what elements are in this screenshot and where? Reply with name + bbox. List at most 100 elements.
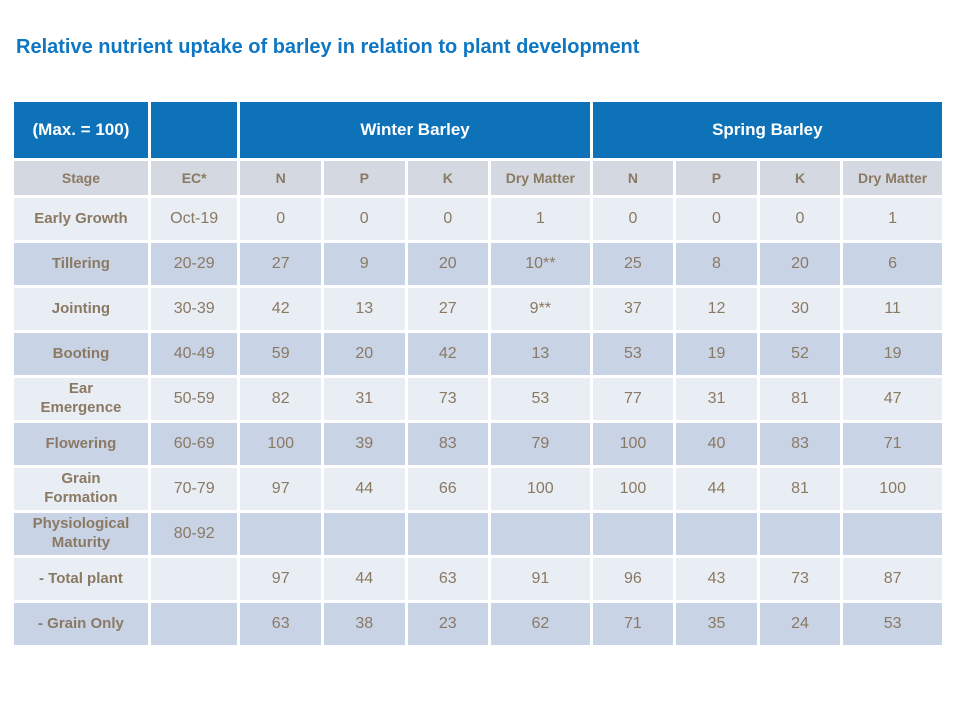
value-cell: 59	[240, 333, 321, 375]
value-cell: 31	[676, 378, 757, 420]
value-cell	[676, 513, 757, 555]
group-header-row: (Max. = 100) Winter Barley Spring Barley	[14, 102, 942, 158]
value-cell: 31	[323, 378, 405, 420]
table-row: Physiological Maturity 80-92	[14, 513, 942, 555]
stage-cell: Grain Formation	[14, 468, 148, 510]
page-title: Relative nutrient uptake of barley in re…	[16, 36, 640, 58]
value-cell	[759, 513, 841, 555]
value-cell: 87	[843, 558, 942, 600]
value-cell	[240, 513, 321, 555]
value-cell: 11	[843, 288, 942, 330]
value-cell: 0	[592, 198, 674, 240]
value-cell: 0	[407, 198, 489, 240]
value-cell: 63	[407, 558, 489, 600]
value-cell: 44	[323, 558, 405, 600]
value-cell: 20	[759, 243, 841, 285]
ec-cell	[150, 603, 238, 645]
value-cell: 19	[843, 333, 942, 375]
value-cell: 42	[407, 333, 489, 375]
value-cell: 9**	[491, 288, 590, 330]
table-row: Booting 40-49 59 20 42 13 53 19 52 19	[14, 333, 942, 375]
value-cell: 73	[407, 378, 489, 420]
value-cell: 53	[843, 603, 942, 645]
value-cell: 66	[407, 468, 489, 510]
value-cell: 91	[491, 558, 590, 600]
col-header-p: P	[323, 161, 405, 195]
value-cell: 39	[323, 423, 405, 465]
ec-cell: 60-69	[150, 423, 238, 465]
value-cell: 1	[843, 198, 942, 240]
value-cell: 10**	[491, 243, 590, 285]
table-row: - Grain Only 63 38 23 62 71 35 24 53	[14, 603, 942, 645]
col-header-dry-matter: Dry Matter	[843, 161, 942, 195]
value-cell: 0	[240, 198, 321, 240]
value-cell: 97	[240, 558, 321, 600]
value-cell: 12	[676, 288, 757, 330]
value-cell: 82	[240, 378, 321, 420]
value-cell: 100	[592, 468, 674, 510]
value-cell: 62	[491, 603, 590, 645]
value-cell: 0	[323, 198, 405, 240]
stage-cell: Booting	[14, 333, 148, 375]
stage-cell: - Total plant	[14, 558, 148, 600]
column-header-row: Stage EC* N P K Dry Matter N P K Dry Matter	[14, 161, 942, 195]
value-cell: 9	[323, 243, 405, 285]
stage-cell: Tillering	[14, 243, 148, 285]
value-cell: 13	[323, 288, 405, 330]
value-cell: 6	[843, 243, 942, 285]
value-cell: 97	[240, 468, 321, 510]
stage-cell: - Grain Only	[14, 603, 148, 645]
stage-cell: Physiological Maturity	[14, 513, 148, 555]
col-header-k: K	[407, 161, 489, 195]
value-cell: 83	[407, 423, 489, 465]
stage-cell: Jointing	[14, 288, 148, 330]
value-cell: 44	[323, 468, 405, 510]
table-row: Early Growth Oct-19 0 0 0 1 0 0 0 1	[14, 198, 942, 240]
value-cell: 20	[323, 333, 405, 375]
value-cell: 19	[676, 333, 757, 375]
stage-cell: Flowering	[14, 423, 148, 465]
value-cell: 47	[843, 378, 942, 420]
col-header-ec: EC*	[150, 161, 238, 195]
value-cell	[407, 513, 489, 555]
value-cell: 52	[759, 333, 841, 375]
value-cell: 0	[676, 198, 757, 240]
value-cell: 71	[592, 603, 674, 645]
col-header-k: K	[759, 161, 841, 195]
spring-barley-header: Spring Barley	[592, 102, 942, 158]
value-cell: 53	[592, 333, 674, 375]
ec-header-spacer	[150, 102, 238, 158]
table-row: Grain Formation 70-79 97 44 66 100 100 44 81 100	[14, 468, 942, 510]
value-cell: 0	[759, 198, 841, 240]
ec-cell	[150, 558, 238, 600]
value-cell: 40	[676, 423, 757, 465]
value-cell: 27	[240, 243, 321, 285]
value-cell: 27	[407, 288, 489, 330]
ec-cell: 80-92	[150, 513, 238, 555]
table-row: Flowering 60-69 100 39 83 79 100 40 83 71	[14, 423, 942, 465]
value-cell: 25	[592, 243, 674, 285]
value-cell: 63	[240, 603, 321, 645]
value-cell: 38	[323, 603, 405, 645]
value-cell: 44	[676, 468, 757, 510]
ec-cell: 40-49	[150, 333, 238, 375]
value-cell: 20	[407, 243, 489, 285]
value-cell: 71	[843, 423, 942, 465]
value-cell: 81	[759, 378, 841, 420]
col-header-p: P	[676, 161, 757, 195]
value-cell: 100	[491, 468, 590, 510]
value-cell: 77	[592, 378, 674, 420]
stage-cell: Ear Emergence	[14, 378, 148, 420]
ec-cell: Oct-19	[150, 198, 238, 240]
value-cell: 96	[592, 558, 674, 600]
col-header-stage: Stage	[14, 161, 148, 195]
value-cell: 100	[843, 468, 942, 510]
value-cell: 1	[491, 198, 590, 240]
ec-cell: 50-59	[150, 378, 238, 420]
ec-cell: 30-39	[150, 288, 238, 330]
value-cell: 30	[759, 288, 841, 330]
value-cell	[491, 513, 590, 555]
value-cell: 100	[240, 423, 321, 465]
stage-cell: Early Growth	[14, 198, 148, 240]
value-cell: 13	[491, 333, 590, 375]
